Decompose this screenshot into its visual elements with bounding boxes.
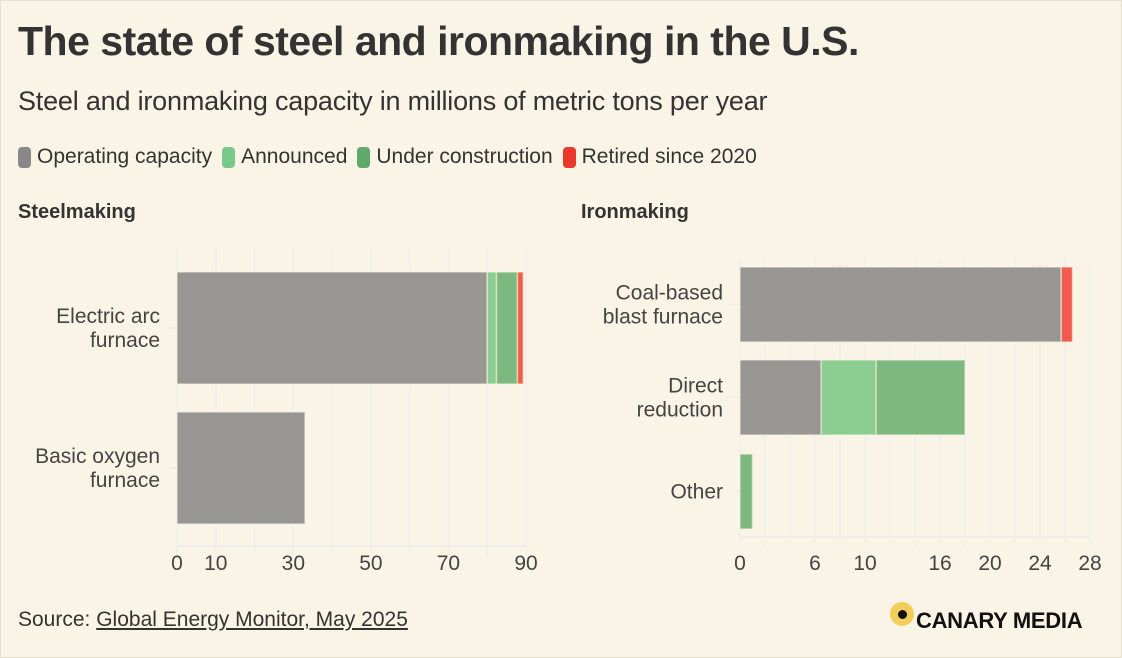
category-label: Basic oxygen	[35, 445, 160, 468]
legend-label: Retired since 2020	[581, 145, 757, 168]
chart-title: The state of steel and ironmaking in the…	[18, 18, 859, 64]
brand-logo: CANARY MEDIA	[890, 602, 1083, 634]
bar-construction	[875, 359, 966, 436]
legend-item-operating: Operating capacity	[18, 145, 212, 169]
category-label: Other	[670, 481, 723, 504]
legend-item-construction: Under construction	[357, 145, 553, 169]
category-label: furnace	[90, 329, 160, 352]
canary-dot-logo-icon	[890, 602, 914, 626]
legend-label: Announced	[241, 145, 348, 168]
chart-subtitle: Steel and ironmaking capacity in million…	[18, 86, 768, 116]
bar-operating	[739, 266, 1062, 343]
source-prefix: Source:	[18, 608, 97, 631]
category-label: furnace	[90, 469, 160, 492]
source-note: Source: Global Energy Monitor, May 2025	[18, 608, 408, 632]
x-tick-label: 24	[1028, 552, 1052, 575]
steelmaking-panel-title: Steelmaking	[18, 201, 136, 223]
x-tick-label: 50	[359, 552, 382, 575]
x-tick-label: 0	[171, 552, 183, 575]
legend-label: Under construction	[376, 145, 553, 168]
bar-retired	[1060, 266, 1074, 343]
x-tick-label: 16	[928, 552, 951, 575]
category-label: Electric arc	[56, 305, 160, 328]
category-label: reduction	[637, 399, 723, 422]
bar-retired	[516, 271, 525, 385]
brand-name: CANARY MEDIA	[916, 608, 1083, 633]
legend-swatch-construction	[357, 146, 371, 168]
bar-announced	[486, 271, 498, 385]
category-label: Direct	[668, 375, 723, 398]
x-tick-label: 6	[809, 552, 821, 575]
bar-construction	[495, 271, 519, 385]
legend-label: Operating capacity	[37, 145, 213, 168]
x-tick-label: 30	[282, 552, 305, 575]
legend-swatch-announced	[222, 146, 236, 168]
x-tick-label: 90	[514, 552, 537, 575]
x-tick-label: 0	[734, 552, 746, 575]
category-label: Coal-based	[616, 282, 723, 305]
ironmaking-panel-title: Ironmaking	[581, 201, 689, 223]
source-link[interactable]: Global Energy Monitor, May 2025	[96, 608, 408, 631]
bar-operating	[176, 271, 488, 385]
bar-operating	[176, 411, 306, 525]
legend-swatch-retired	[562, 146, 576, 168]
x-tick-label: 10	[853, 552, 876, 575]
bar-construction	[739, 453, 754, 530]
x-tick-label: 10	[204, 552, 227, 575]
legend-item-announced: Announced	[222, 145, 347, 169]
x-tick-label: 20	[978, 552, 1001, 575]
legend-item-retired: Retired since 2020	[562, 145, 757, 169]
x-tick-label: 70	[437, 552, 460, 575]
bar-operating	[739, 359, 822, 436]
category-label: blast furnace	[603, 306, 723, 329]
bar-announced	[820, 359, 877, 436]
legend: Operating capacity Announced Under const…	[18, 145, 767, 169]
x-tick-label: 28	[1078, 552, 1101, 575]
legend-swatch-operating	[18, 146, 31, 168]
